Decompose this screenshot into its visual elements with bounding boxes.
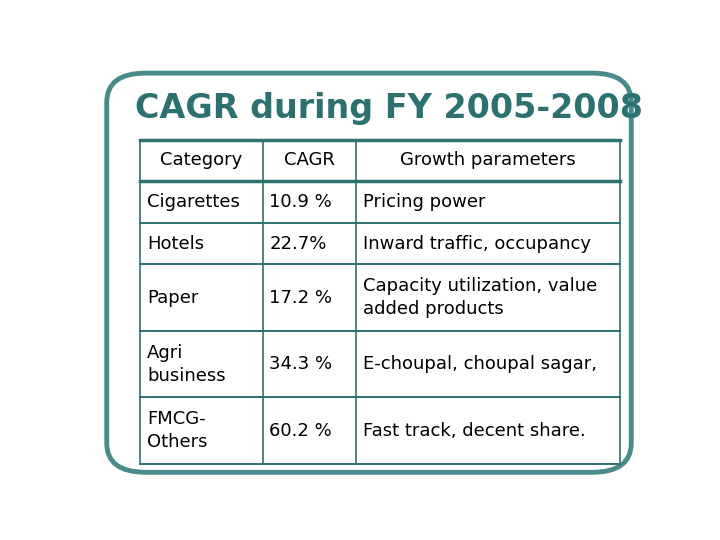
Text: FMCG-
Others: FMCG- Others: [147, 410, 207, 451]
FancyBboxPatch shape: [107, 73, 631, 472]
Text: Growth parameters: Growth parameters: [400, 151, 576, 170]
Text: Capacity utilization, value
added products: Capacity utilization, value added produc…: [363, 277, 597, 318]
Text: Cigarettes: Cigarettes: [147, 193, 240, 211]
Text: 34.3 %: 34.3 %: [269, 355, 333, 373]
Text: Paper: Paper: [147, 289, 198, 307]
Text: Category: Category: [161, 151, 243, 170]
Text: 22.7%: 22.7%: [269, 234, 327, 253]
Text: Hotels: Hotels: [147, 234, 204, 253]
Bar: [140, 140, 620, 464]
Text: 60.2 %: 60.2 %: [269, 422, 332, 440]
Text: Fast track, decent share.: Fast track, decent share.: [363, 422, 585, 440]
Text: 17.2 %: 17.2 %: [269, 289, 333, 307]
Text: Inward traffic, occupancy: Inward traffic, occupancy: [363, 234, 591, 253]
Text: E-choupal, choupal sagar,: E-choupal, choupal sagar,: [363, 355, 597, 373]
Text: 10.9 %: 10.9 %: [269, 193, 332, 211]
Text: Agri
business: Agri business: [147, 344, 225, 384]
Text: CAGR: CAGR: [284, 151, 335, 170]
Text: Pricing power: Pricing power: [363, 193, 485, 211]
Text: CAGR during FY 2005-2008: CAGR during FY 2005-2008: [135, 92, 643, 125]
Bar: [140, 140, 620, 464]
